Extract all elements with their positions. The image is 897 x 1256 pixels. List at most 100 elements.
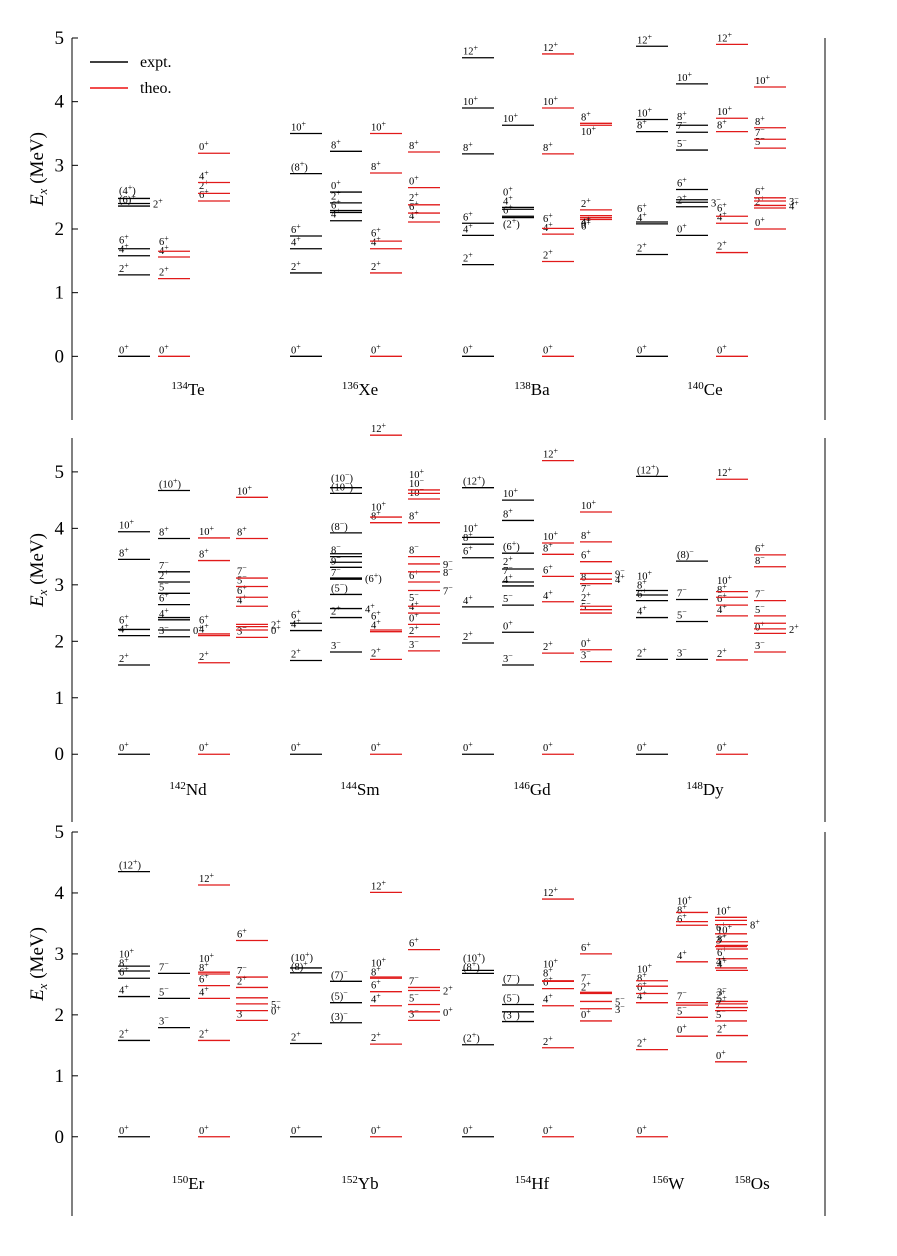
- level-label: 2+: [789, 622, 799, 636]
- y-tick-label: 1: [55, 283, 65, 304]
- level-label: 0+: [119, 342, 129, 356]
- level-label: 10+: [463, 521, 479, 535]
- level-label: 10+: [119, 946, 135, 960]
- level-label: 12+: [543, 40, 559, 54]
- level-label: 12+: [371, 878, 387, 892]
- level-label: 4+: [119, 983, 129, 997]
- level-label: 8+: [543, 966, 553, 980]
- level-label: 8−: [409, 543, 419, 557]
- nucleus-146Gd: 0+2+4+6+8+10+(12+)3−0+5−4+7−2+(6+)8+10+0…: [462, 447, 625, 799]
- y-tick-label: 1: [55, 688, 65, 709]
- level-label: 8+: [463, 530, 473, 544]
- level-label: 3−: [789, 194, 799, 208]
- nucleus-148Dy: 0+2+4+6+8+10+(12+)3−5−7−(8)−0+2+4+6+8+10…: [636, 462, 799, 799]
- y-tick-label: 2: [55, 219, 65, 240]
- level-label: (8−): [331, 519, 348, 533]
- level-label: 4+: [637, 604, 647, 618]
- level-label: 7−: [443, 583, 453, 597]
- level-label: 0+: [755, 619, 765, 633]
- level-label: 8+: [637, 971, 647, 985]
- level-label: 4+: [717, 209, 727, 223]
- level-label: 7−: [677, 989, 687, 1003]
- level-label: 10+: [199, 524, 215, 538]
- level-label: 4+: [503, 193, 513, 207]
- level-label: 5−: [677, 608, 687, 622]
- level-label: 6+: [371, 226, 381, 240]
- level-label: 6+: [237, 583, 247, 597]
- level-label: 7−: [237, 963, 247, 977]
- level-label: 8+: [409, 138, 419, 152]
- level-label: 2+: [119, 651, 129, 665]
- level-label: 7−: [755, 587, 765, 601]
- y-tick-label: 3: [55, 944, 65, 965]
- level-label: 10+: [716, 903, 732, 917]
- level-label: 4+: [581, 215, 591, 229]
- level-label: 8−: [581, 570, 591, 584]
- level-label: 0+: [463, 740, 473, 754]
- level-label: (4+): [119, 183, 136, 197]
- y-tick-label: 2: [55, 631, 65, 652]
- level-label: 2+: [291, 1030, 301, 1044]
- nucleus-label: 140Ce: [687, 380, 722, 399]
- level-label: 10+: [717, 104, 733, 118]
- level-label: (10+): [463, 950, 486, 964]
- level-label: 6+: [581, 218, 591, 232]
- level-label: 10+: [755, 73, 771, 87]
- level-label: 0+: [291, 740, 301, 754]
- nucleus-label: 136Xe: [342, 380, 378, 399]
- level-label: 2+: [717, 646, 727, 660]
- y-tick-label: 5: [55, 822, 65, 843]
- level-label: 10+: [637, 569, 653, 583]
- nucleus-label: 144Sm: [340, 780, 379, 799]
- level-label: 0+: [677, 1022, 687, 1036]
- level-label: 2+: [371, 259, 381, 273]
- level-label: 2+: [119, 261, 129, 275]
- level-label: 0+: [371, 1123, 381, 1137]
- level-label: 6+: [159, 234, 169, 248]
- level-label: 6+: [119, 233, 129, 247]
- level-label: 3−: [581, 648, 591, 662]
- y-tick-label: 5: [55, 28, 65, 49]
- level-label: 9−: [443, 557, 453, 571]
- nucleus-label: 138Ba: [514, 380, 550, 399]
- level-label: 4+: [543, 588, 553, 602]
- level-label: 8+: [637, 578, 647, 592]
- level-label: (2+): [503, 217, 520, 231]
- level-label: 0+: [717, 740, 727, 754]
- level-label: 2+: [717, 1022, 727, 1036]
- level-label: (6)+: [119, 192, 136, 206]
- level-label: 6+: [755, 541, 765, 555]
- level-label: (12+): [463, 474, 486, 488]
- level-label: 6+: [119, 964, 129, 978]
- nucleus-label: 134Te: [171, 380, 204, 399]
- level-label: 4+: [119, 622, 129, 636]
- y-tick-label: 4: [55, 883, 65, 904]
- level-label: 4+: [615, 572, 625, 586]
- level-label: 2+: [271, 617, 281, 631]
- level-label: 0+: [159, 342, 169, 356]
- level-label: 6+: [543, 211, 553, 225]
- legend-theo-label: theo.: [140, 80, 172, 97]
- y-tick-label: 4: [55, 518, 65, 539]
- nucleus-142Nd: 0+2+4+6+8+10+3− 0+4+6+5−2+7−8+(10+)0+2+4+…: [118, 477, 281, 799]
- level-label: 0+: [755, 215, 765, 229]
- level-label: 8+: [199, 547, 209, 561]
- level-label: 0+: [443, 1005, 453, 1019]
- level-label: 5−: [615, 994, 625, 1008]
- level-label: 2+: [199, 1026, 209, 1040]
- level-label: 8+: [717, 118, 727, 132]
- level-label: 3−: [159, 1014, 169, 1028]
- level-label: 2+: [291, 259, 301, 273]
- level-label: 12+: [199, 871, 215, 885]
- y-tick-label: 0: [55, 744, 65, 765]
- level-label: 2+: [463, 251, 473, 265]
- level-label: 0+: [503, 618, 513, 632]
- level-label: 0+: [543, 1123, 553, 1137]
- nucleus-156W: 0+2+4+6+8+10+0+5−7−4+6+8+10+2+2+3−4+6+8+…: [636, 893, 748, 1193]
- level-label: 2+: [153, 197, 163, 211]
- level-label: 3−: [409, 1006, 419, 1020]
- level-label: 12+: [717, 465, 733, 479]
- level-label: 0+: [677, 221, 687, 235]
